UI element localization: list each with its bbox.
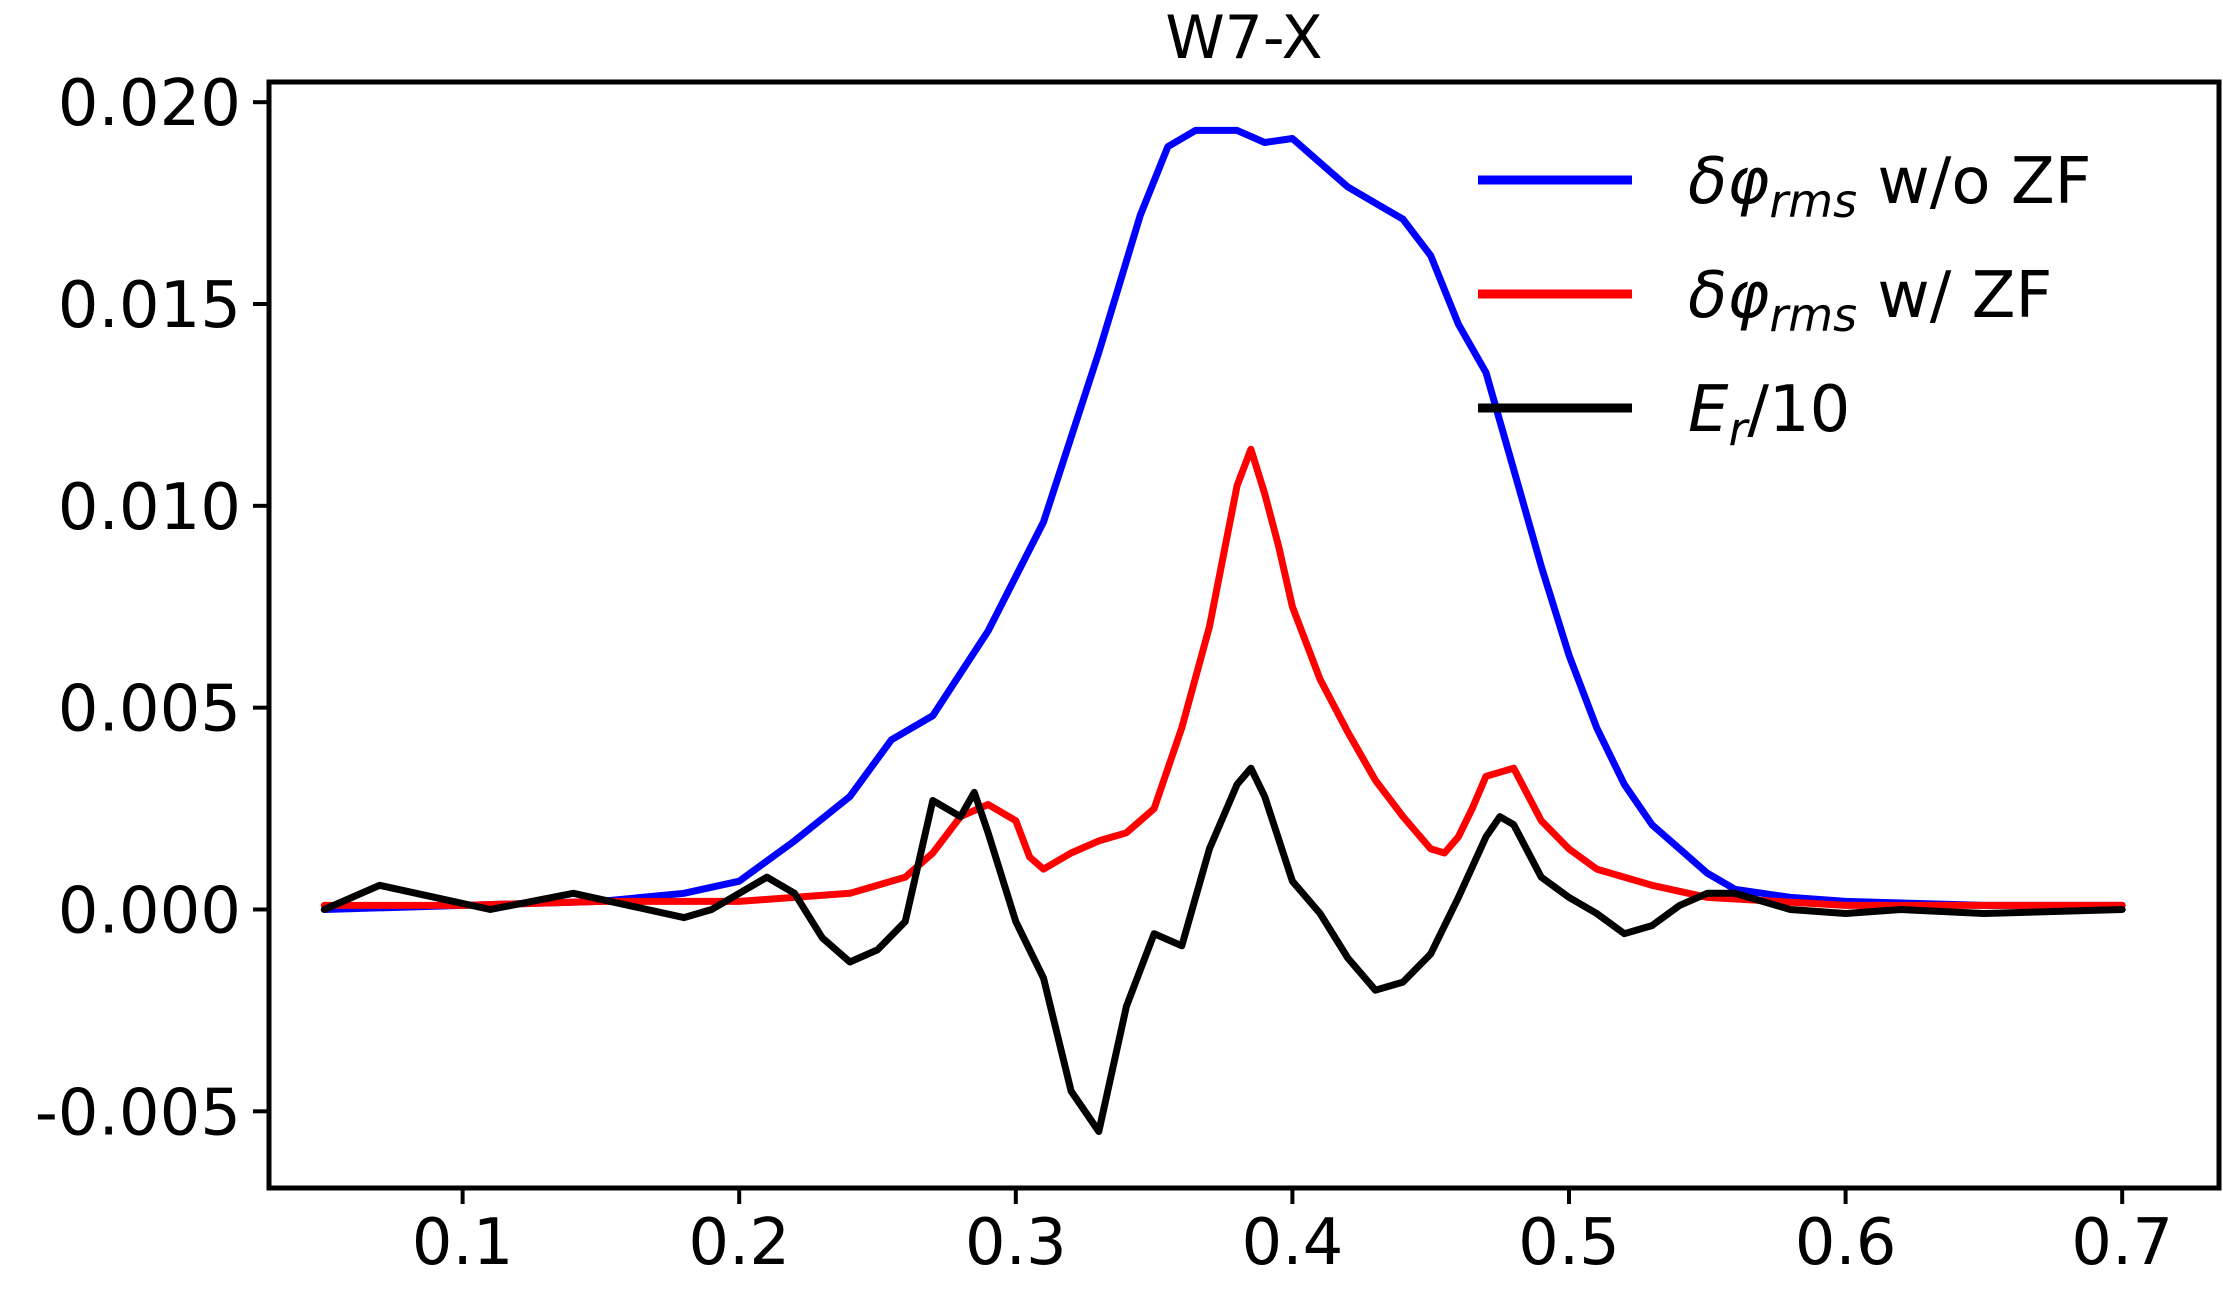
legend-main: δφ [1688,145,1769,219]
legend-main: E [1688,373,1729,447]
chart-title: W7-X [1165,3,1322,73]
legend-subscript: rms [1769,288,1857,342]
legend-subscript: r [1728,402,1750,456]
legend-suffix: w/o ZF [1857,145,2091,219]
legend-subscript: rms [1769,174,1857,228]
legend-label: δφrms w/o ZF [1688,145,2091,228]
x-tick-label: 0.7 [2071,1206,2173,1280]
legend-suffix: w/ ZF [1857,259,2052,333]
y-tick-label: -0.005 [35,1076,241,1150]
series-line-2 [320,445,2126,909]
y-axis: 0.020 0.015 0.010 0.005 0.000 -0.005 [35,67,269,1150]
series-layer [320,126,2126,1135]
series-line-1 [320,126,2126,913]
plot-frame [266,79,2222,1191]
x-axis: 0.1 0.2 0.3 0.4 0.5 0.6 0.7 [412,1188,2173,1280]
legend-main: δφ [1688,259,1769,333]
y-tick-label: 0.005 [58,673,241,747]
legend-suffix: /10 [1747,373,1850,447]
x-tick-label: 0.4 [1242,1206,1344,1280]
legend-label: δφrms w/ ZF [1688,259,2052,342]
x-tick-label: 0.2 [688,1206,790,1280]
x-tick-label: 0.5 [1518,1206,1620,1280]
y-tick-label: 0.015 [58,269,241,343]
y-tick-label: 0.020 [58,67,241,141]
x-tick-label: 0.3 [965,1206,1067,1280]
x-tick-label: 0.1 [412,1206,514,1280]
series-line-3 [320,764,2126,1135]
y-tick-label: 0.000 [58,874,241,948]
legend-label: Er/10 [1688,373,1850,456]
y-tick-label: 0.010 [58,471,241,545]
x-tick-label: 0.6 [1795,1206,1897,1280]
